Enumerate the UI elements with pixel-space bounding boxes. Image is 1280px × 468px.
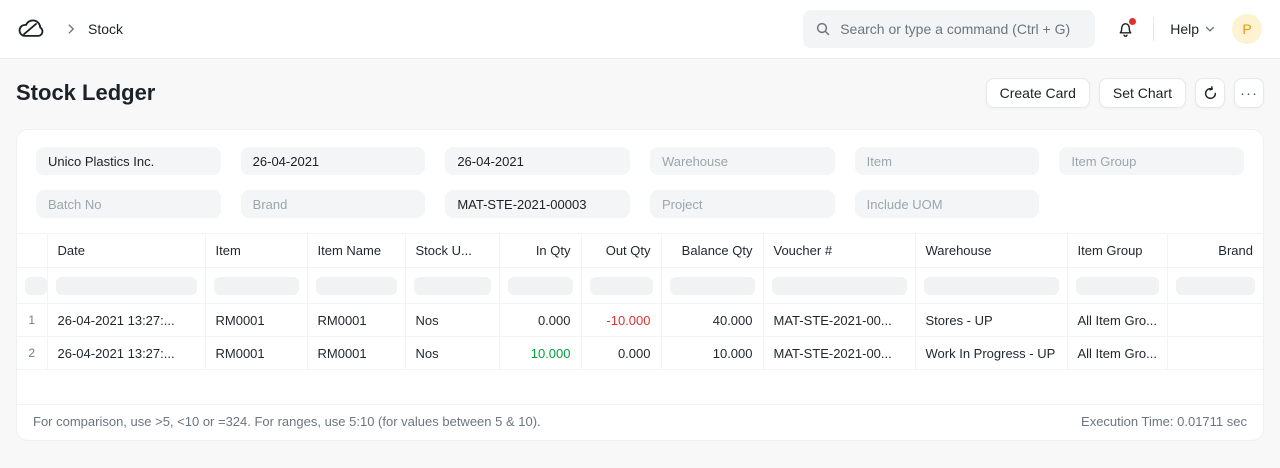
table-header-row: Date Item Item Name Stock U... In Qty Ou… bbox=[17, 233, 1263, 268]
help-label: Help bbox=[1170, 21, 1199, 37]
row-number: 1 bbox=[17, 303, 48, 337]
col-item-name[interactable]: Item Name bbox=[307, 233, 406, 268]
table-row: 1 26-04-2021 13:27:... RM0001 RM0001 Nos… bbox=[17, 303, 1263, 337]
skeleton-pill bbox=[507, 276, 573, 295]
filter-bar bbox=[17, 130, 1263, 233]
cell-brand[interactable] bbox=[1167, 336, 1263, 370]
refresh-icon bbox=[1204, 85, 1216, 99]
breadcrumb-stock[interactable]: Stock bbox=[88, 21, 124, 37]
cell-item-name[interactable]: RM0001 bbox=[307, 303, 406, 337]
table-row: 2 26-04-2021 13:27:... RM0001 RM0001 Nos… bbox=[17, 336, 1263, 370]
row-number: 2 bbox=[17, 336, 48, 370]
cell-voucher[interactable]: MAT-STE-2021-00... bbox=[763, 336, 916, 370]
to-date-filter[interactable] bbox=[445, 147, 630, 175]
col-stock-uom[interactable]: Stock U... bbox=[405, 233, 500, 268]
breadcrumb-chevron-icon bbox=[64, 22, 78, 36]
cell-item-name[interactable]: RM0001 bbox=[307, 336, 406, 370]
navbar: Stock Help P bbox=[0, 0, 1280, 59]
batch-no-filter[interactable] bbox=[36, 190, 221, 218]
company-filter[interactable] bbox=[36, 147, 221, 175]
page-actions: Create Card Set Chart ··· bbox=[985, 78, 1264, 108]
cell-in-qty[interactable]: 10.000 bbox=[499, 336, 582, 370]
col-out-qty[interactable]: Out Qty bbox=[581, 233, 662, 268]
col-rownum bbox=[17, 233, 48, 268]
skeleton-pill bbox=[213, 276, 299, 295]
project-filter[interactable] bbox=[650, 190, 835, 218]
cell-item-group[interactable]: All Item Gro... bbox=[1067, 303, 1168, 337]
help-menu[interactable]: Help bbox=[1170, 21, 1216, 37]
col-date[interactable]: Date bbox=[47, 233, 206, 268]
report-card: Date Item Item Name Stock U... In Qty Ou… bbox=[16, 129, 1264, 441]
skeleton-pill bbox=[413, 276, 491, 295]
skeleton-pill bbox=[923, 276, 1059, 295]
filter-hint-text: For comparison, use >5, <10 or =324. For… bbox=[33, 414, 541, 429]
refresh-button[interactable] bbox=[1195, 78, 1225, 108]
include-uom-filter[interactable] bbox=[854, 190, 1040, 218]
page-header: Stock Ledger Create Card Set Chart ··· bbox=[0, 59, 1280, 129]
create-card-button[interactable]: Create Card bbox=[985, 78, 1090, 108]
cell-item-group[interactable]: All Item Gro... bbox=[1067, 336, 1168, 370]
cell-stock-uom[interactable]: Nos bbox=[405, 303, 500, 337]
from-date-filter[interactable] bbox=[240, 147, 426, 175]
user-avatar[interactable]: P bbox=[1232, 14, 1262, 44]
notifications-button[interactable] bbox=[1113, 17, 1137, 41]
cell-voucher[interactable]: MAT-STE-2021-00... bbox=[763, 303, 916, 337]
col-item-group[interactable]: Item Group bbox=[1067, 233, 1168, 268]
navbar-divider bbox=[1153, 17, 1155, 41]
cell-in-qty[interactable]: 0.000 bbox=[499, 303, 582, 337]
search-icon bbox=[817, 22, 830, 36]
item-filter[interactable] bbox=[854, 147, 1040, 175]
item-group-filter[interactable] bbox=[1059, 147, 1244, 175]
cell-item[interactable]: RM0001 bbox=[205, 336, 308, 370]
cell-stock-uom[interactable]: Nos bbox=[405, 336, 500, 370]
cell-item[interactable]: RM0001 bbox=[205, 303, 308, 337]
skeleton-pill bbox=[771, 276, 907, 295]
cloud-logo-icon bbox=[16, 18, 46, 40]
execution-time: Execution Time: 0.01711 sec bbox=[1081, 414, 1247, 429]
cell-date[interactable]: 26-04-2021 13:27:... bbox=[47, 336, 206, 370]
cell-brand[interactable] bbox=[1167, 303, 1263, 337]
skeleton-pill bbox=[55, 276, 197, 295]
skeleton-pill bbox=[669, 276, 755, 295]
menu-button[interactable]: ··· bbox=[1234, 78, 1264, 108]
bell-icon bbox=[1119, 22, 1132, 37]
voucher-no-filter[interactable] bbox=[445, 190, 630, 218]
col-balance-qty[interactable]: Balance Qty bbox=[661, 233, 764, 268]
set-chart-button[interactable]: Set Chart bbox=[1098, 78, 1186, 108]
cell-warehouse[interactable]: Stores - UP bbox=[915, 303, 1068, 337]
col-item[interactable]: Item bbox=[205, 233, 308, 268]
report-footer: For comparison, use >5, <10 or =324. For… bbox=[17, 404, 1263, 440]
notification-dot bbox=[1129, 18, 1137, 25]
avatar-initial: P bbox=[1242, 21, 1252, 37]
cell-date[interactable]: 26-04-2021 13:27:... bbox=[47, 303, 206, 337]
loading-skeleton-row bbox=[17, 267, 1263, 304]
col-in-qty[interactable]: In Qty bbox=[499, 233, 582, 268]
stock-ledger-table: Date Item Item Name Stock U... In Qty Ou… bbox=[17, 233, 1263, 370]
search-input[interactable] bbox=[840, 21, 1084, 37]
cell-out-qty[interactable]: -10.000 bbox=[581, 303, 662, 337]
cell-out-qty[interactable]: 0.000 bbox=[581, 336, 662, 370]
table-empty-space bbox=[17, 370, 1263, 404]
navbar-right: Help P bbox=[803, 10, 1262, 48]
skeleton-pill bbox=[1075, 276, 1159, 295]
col-brand[interactable]: Brand bbox=[1167, 233, 1263, 268]
skeleton-pill bbox=[589, 276, 653, 295]
brand-filter[interactable] bbox=[240, 190, 426, 218]
ellipsis-icon: ··· bbox=[1240, 84, 1258, 102]
skeleton-pill bbox=[1175, 276, 1255, 295]
col-voucher[interactable]: Voucher # bbox=[763, 233, 916, 268]
warehouse-filter[interactable] bbox=[650, 147, 835, 175]
page-title: Stock Ledger bbox=[16, 80, 156, 105]
app-logo[interactable] bbox=[16, 16, 50, 42]
cell-balance-qty[interactable]: 10.000 bbox=[661, 336, 764, 370]
global-search[interactable] bbox=[803, 10, 1096, 48]
skeleton-pill bbox=[25, 276, 46, 295]
col-warehouse[interactable]: Warehouse bbox=[915, 233, 1068, 268]
chevron-down-icon bbox=[1205, 26, 1215, 32]
skeleton-pill bbox=[315, 276, 397, 295]
cell-warehouse[interactable]: Work In Progress - UP bbox=[915, 336, 1068, 370]
cell-balance-qty[interactable]: 40.000 bbox=[661, 303, 764, 337]
